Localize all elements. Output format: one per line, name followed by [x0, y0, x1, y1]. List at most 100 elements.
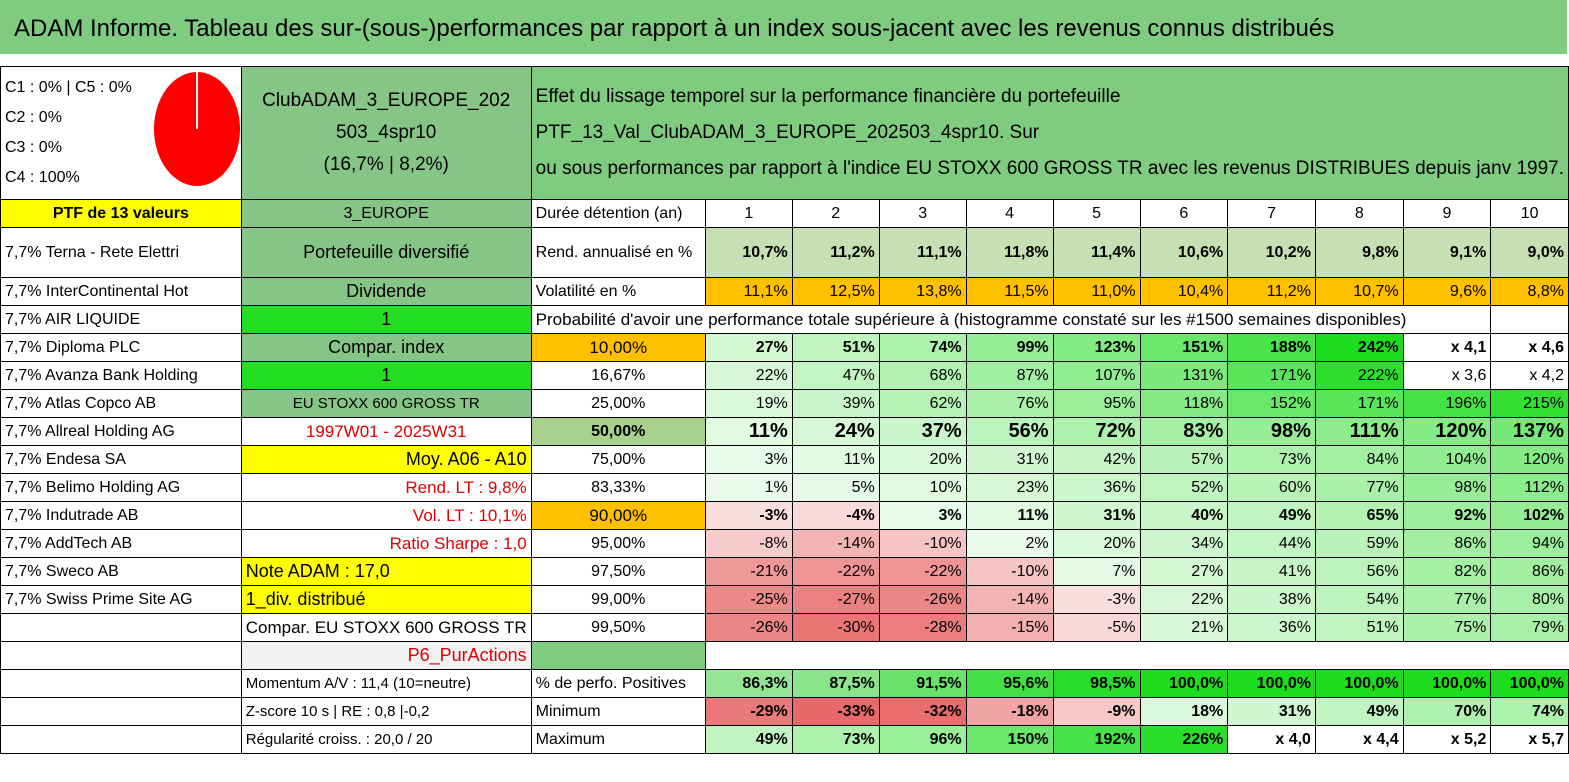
probability-value: 24%	[791, 417, 880, 446]
year-5: 5	[1052, 199, 1141, 228]
min-value: 31%	[1227, 697, 1316, 726]
min-value: -33%	[791, 697, 880, 726]
description-line1: Effet du lissage temporel sur la perform…	[535, 86, 1121, 143]
probability-value: -25%	[704, 585, 793, 614]
pos-value: 98,5%	[1052, 669, 1141, 698]
probability-rows: 7,7% Diploma PLC Compar. index 10,00% 27% 51…	[0, 333, 1569, 642]
probability-value: -22%	[791, 557, 880, 586]
probability-value: -27%	[791, 585, 880, 614]
min-value: -18%	[965, 697, 1054, 726]
probability-value: 65%	[1314, 501, 1404, 530]
pos-value: 86,3%	[704, 669, 793, 698]
max-value: 192%	[1052, 725, 1141, 754]
probability-value: 79%	[1490, 613, 1569, 642]
vol-label: Volatilité en %	[530, 277, 706, 306]
left-label-vol-lt: Vol. LT : 10,1%	[240, 501, 532, 530]
probability-value: 84%	[1314, 445, 1404, 474]
probability-value: 31%	[965, 445, 1054, 474]
probability-value: 20%	[1052, 529, 1141, 558]
min-value: -9%	[1052, 697, 1141, 726]
rend-value: 11,4%	[1052, 227, 1141, 278]
probability-value: 152%	[1227, 389, 1316, 418]
minimum-label: Minimum	[530, 697, 706, 726]
portfolio-name-cell: ClubADAM_3_EUROPE_202 503_4spr10 (16,7% …	[240, 66, 532, 200]
probability-value: 77%	[1402, 585, 1492, 614]
allocation-legend: C1 : 0% | C5 : 0% C2 : 0% C3 : 0% C4 : 1…	[0, 66, 242, 200]
probability-value: 27%	[704, 333, 793, 362]
pos-value: 87,5%	[791, 669, 880, 698]
probability-value: 22%	[1139, 585, 1229, 614]
blank-cell	[0, 697, 242, 726]
left-label-one-b: 1	[240, 361, 532, 390]
blank-span	[704, 641, 1569, 670]
probability-value: 20%	[878, 445, 967, 474]
probability-value: 98%	[1227, 417, 1316, 446]
probability-threshold: 25,00%	[530, 389, 706, 418]
probability-value: 118%	[1139, 389, 1229, 418]
probability-threshold: 90,00%	[530, 501, 706, 530]
rend-value: 9,1%	[1402, 227, 1492, 278]
holding-2: 7,7% InterContinental Hot	[0, 277, 242, 306]
min-value: 49%	[1314, 697, 1404, 726]
max-value: x 4,4	[1314, 725, 1404, 754]
probability-value: 171%	[1314, 389, 1404, 418]
blank-cell	[0, 725, 242, 754]
pos-value: 91,5%	[878, 669, 967, 698]
max-value: x 4,0	[1227, 725, 1316, 754]
duration-label: Durée détention (an)	[530, 199, 706, 228]
probability-value: -21%	[704, 557, 793, 586]
probability-value: 112%	[1490, 473, 1569, 502]
rend-value: 10,2%	[1227, 227, 1316, 278]
probability-value: 44%	[1227, 529, 1316, 558]
max-value: 226%	[1139, 725, 1229, 754]
probability-threshold: 99,50%	[530, 613, 706, 642]
positive-label: % de perfo. Positives	[530, 669, 706, 698]
left-label-note: Note ADAM : 17,0	[240, 557, 532, 586]
probability-value: 137%	[1490, 417, 1569, 446]
probability-value: x 4,6	[1490, 333, 1569, 362]
probability-value: 102%	[1490, 501, 1569, 530]
vol-value: 11,0%	[1052, 277, 1141, 306]
probability-threshold: 95,00%	[530, 529, 706, 558]
holding-row-label: 7,7% Swiss Prime Site AG	[0, 585, 242, 614]
probability-value: 10%	[878, 473, 967, 502]
probability-value: 111%	[1314, 417, 1404, 446]
probability-threshold: 99,00%	[530, 585, 706, 614]
probability-value: -28%	[878, 613, 967, 642]
probability-value: 98%	[1402, 473, 1492, 502]
regularity-label: Régularité croiss. : 20,0 / 20	[240, 725, 532, 754]
rend-value: 11,2%	[791, 227, 880, 278]
maximum-label: Maximum	[530, 725, 706, 754]
probability-value: 120%	[1490, 445, 1569, 474]
vol-value: 12,5%	[791, 277, 880, 306]
left-label-rend-lt: Rend. LT : 9,8%	[240, 473, 532, 502]
year-8: 8	[1314, 199, 1404, 228]
zone-label: 3_EUROPE	[240, 199, 532, 228]
probability-value: 171%	[1227, 361, 1316, 390]
year-3: 3	[878, 199, 967, 228]
probability-value: 52%	[1139, 473, 1229, 502]
probability-value: 62%	[878, 389, 967, 418]
ptf-header: PTF de 13 valeurs	[0, 199, 242, 228]
rend-value: 9,8%	[1314, 227, 1404, 278]
probability-value: 151%	[1139, 333, 1229, 362]
probability-value: 11%	[791, 445, 880, 474]
rend-value: 11,8%	[965, 227, 1054, 278]
max-value: 49%	[704, 725, 793, 754]
probability-value: 5%	[791, 473, 880, 502]
probability-value: 95%	[1052, 389, 1141, 418]
legend-c1: C1 : 0% | C5 : 0%	[5, 79, 132, 96]
probability-value: 80%	[1490, 585, 1569, 614]
max-value: 96%	[878, 725, 967, 754]
proba-row: 7,7% Indutrade AB Vol. LT : 10,1% 90,00% -3…	[0, 501, 1569, 530]
probability-value: -10%	[878, 529, 967, 558]
probability-threshold: 16,67%	[530, 361, 706, 390]
green-blank-cell	[530, 641, 706, 670]
proba-row: 7,7% Diploma PLC Compar. index 10,00% 27% 51…	[0, 333, 1569, 362]
probability-value: -5%	[1052, 613, 1141, 642]
pos-value: 100,0%	[1314, 669, 1404, 698]
year-6: 6	[1139, 199, 1229, 228]
probability-value: 74%	[878, 333, 967, 362]
rend-value: 10,7%	[704, 227, 793, 278]
probability-value: 41%	[1227, 557, 1316, 586]
